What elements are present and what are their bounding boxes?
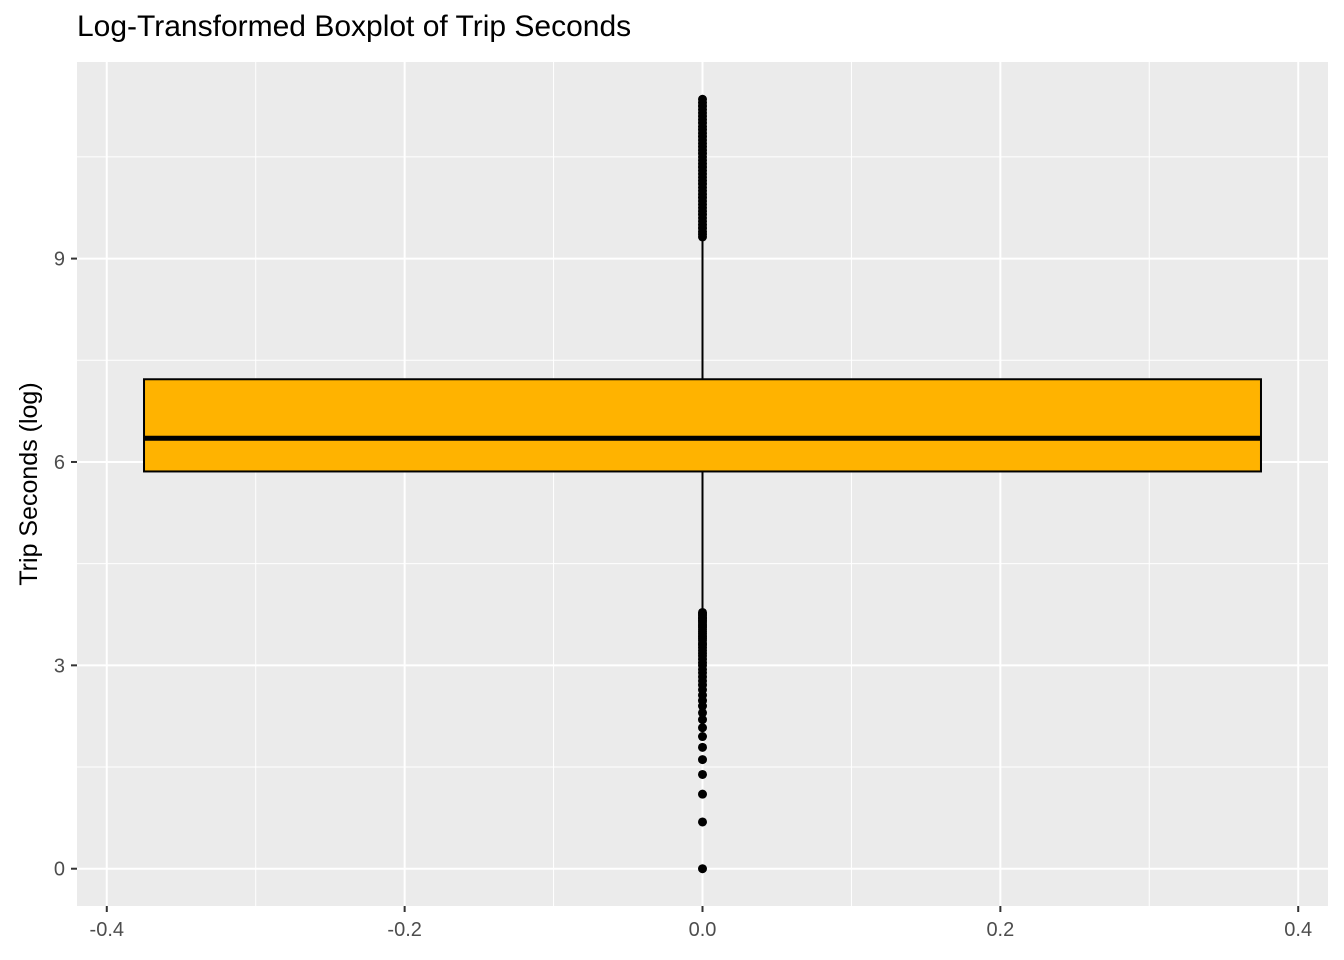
outlier-point xyxy=(698,864,707,874)
outlier-point xyxy=(698,94,707,104)
outlier-point xyxy=(698,732,707,742)
outlier-point xyxy=(698,708,707,718)
outlier-point xyxy=(698,715,707,725)
y-axis-title: Trip Seconds (log) xyxy=(15,382,43,585)
outlier-point xyxy=(698,789,707,799)
y-tick-label: 9 xyxy=(54,249,65,271)
outlier-point xyxy=(698,607,707,617)
outlier-point xyxy=(698,723,707,733)
outlier-point xyxy=(698,755,707,765)
box-iqr xyxy=(143,378,1262,473)
x-tick-label: -0.4 xyxy=(90,919,124,941)
box-layer xyxy=(143,238,1262,610)
axes: -0.4 -0.2 0.0 0.2 0.4 0 3 6 9 xyxy=(54,249,1312,941)
y-tick-label: 3 xyxy=(54,655,65,677)
x-tick-label: 0.0 xyxy=(689,919,717,941)
outlier-point xyxy=(698,817,707,827)
outlier-point xyxy=(698,742,707,752)
x-tick-label: 0.2 xyxy=(986,919,1014,941)
x-tick-label: 0.4 xyxy=(1284,919,1312,941)
chart-title: Log-Transformed Boxplot of Trip Seconds xyxy=(77,10,632,43)
outlier-points xyxy=(698,94,707,874)
x-tick-label: -0.2 xyxy=(387,919,421,941)
y-tick-label: 6 xyxy=(54,452,65,474)
outlier-point xyxy=(698,769,707,779)
y-tick-label: 0 xyxy=(54,859,65,881)
